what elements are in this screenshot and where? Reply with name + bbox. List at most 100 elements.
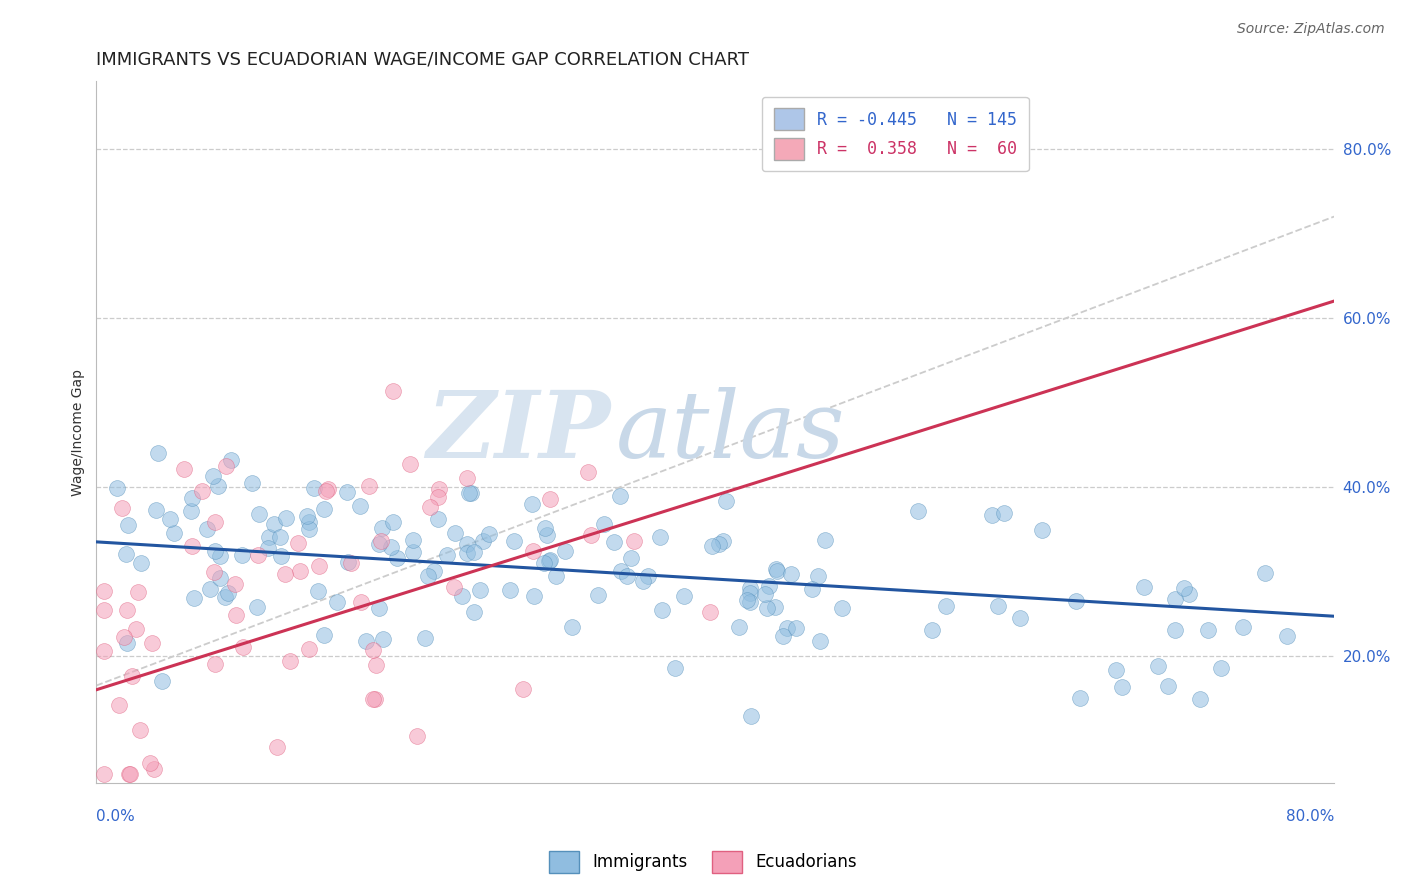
Point [1066, 594, 1088, 608]
Point [423, 564, 446, 578]
Point [740, 582, 762, 596]
Point [139, 756, 162, 770]
Point [807, 568, 830, 582]
Point [1178, 587, 1201, 601]
Text: ZIP: ZIP [426, 387, 610, 477]
Point [143, 763, 166, 777]
Point [247, 507, 270, 521]
Point [426, 512, 449, 526]
Point [637, 569, 659, 583]
Point [754, 586, 776, 600]
Point [231, 549, 253, 563]
Point [382, 384, 405, 398]
Point [219, 453, 242, 467]
Point [117, 518, 139, 533]
Point [1147, 659, 1170, 673]
Point [232, 640, 254, 654]
Point [387, 550, 409, 565]
Point [993, 506, 1015, 520]
Point [180, 503, 202, 517]
Point [631, 574, 654, 589]
Point [366, 658, 388, 673]
Point [302, 481, 325, 495]
Point [1111, 680, 1133, 694]
Point [651, 603, 673, 617]
Point [204, 515, 226, 529]
Point [183, 591, 205, 606]
Point [112, 630, 135, 644]
Point [120, 767, 142, 781]
Point [740, 586, 762, 600]
Point [367, 537, 389, 551]
Text: Source: ZipAtlas.com: Source: ZipAtlas.com [1237, 22, 1385, 37]
Point [538, 553, 561, 567]
Point [609, 489, 631, 503]
Point [173, 462, 195, 476]
Point [402, 533, 425, 548]
Point [554, 543, 576, 558]
Point [766, 564, 789, 578]
Point [209, 571, 232, 585]
Point [935, 599, 957, 613]
Point [350, 594, 373, 608]
Point [603, 534, 626, 549]
Point [370, 534, 392, 549]
Point [981, 508, 1004, 523]
Point [758, 579, 780, 593]
Point [224, 577, 246, 591]
Point [354, 634, 377, 648]
Point [93, 603, 115, 617]
Point [538, 554, 561, 568]
Point [105, 481, 128, 495]
Point [673, 589, 696, 603]
Point [458, 486, 481, 500]
Point [987, 599, 1010, 614]
Point [616, 569, 638, 583]
Point [546, 569, 568, 583]
Point [204, 544, 226, 558]
Point [418, 569, 440, 583]
Point [150, 673, 173, 688]
Point [287, 536, 309, 550]
Point [278, 654, 301, 668]
Point [357, 479, 380, 493]
Point [256, 541, 278, 555]
Point [361, 692, 384, 706]
Point [146, 446, 169, 460]
Point [145, 503, 167, 517]
Point [273, 566, 295, 581]
Point [315, 483, 337, 498]
Point [443, 580, 465, 594]
Point [801, 582, 824, 597]
Point [460, 486, 482, 500]
Point [714, 493, 737, 508]
Point [308, 558, 330, 573]
Point [456, 471, 478, 485]
Point [561, 620, 583, 634]
Point [263, 516, 285, 531]
Point [129, 556, 152, 570]
Point [772, 629, 794, 643]
Point [349, 499, 371, 513]
Point [108, 698, 131, 712]
Point [181, 491, 204, 506]
Point [1105, 664, 1128, 678]
Point [538, 491, 561, 506]
Point [419, 500, 441, 515]
Point [225, 607, 247, 622]
Point [115, 547, 138, 561]
Point [214, 590, 236, 604]
Point [523, 589, 546, 603]
Point [456, 545, 478, 559]
Point [257, 531, 280, 545]
Point [427, 482, 450, 496]
Point [1031, 523, 1053, 537]
Point [1189, 691, 1212, 706]
Point [307, 584, 329, 599]
Point [405, 729, 427, 743]
Point [368, 601, 391, 615]
Point [340, 556, 363, 570]
Point [921, 624, 943, 638]
Point [579, 528, 602, 542]
Point [364, 691, 387, 706]
